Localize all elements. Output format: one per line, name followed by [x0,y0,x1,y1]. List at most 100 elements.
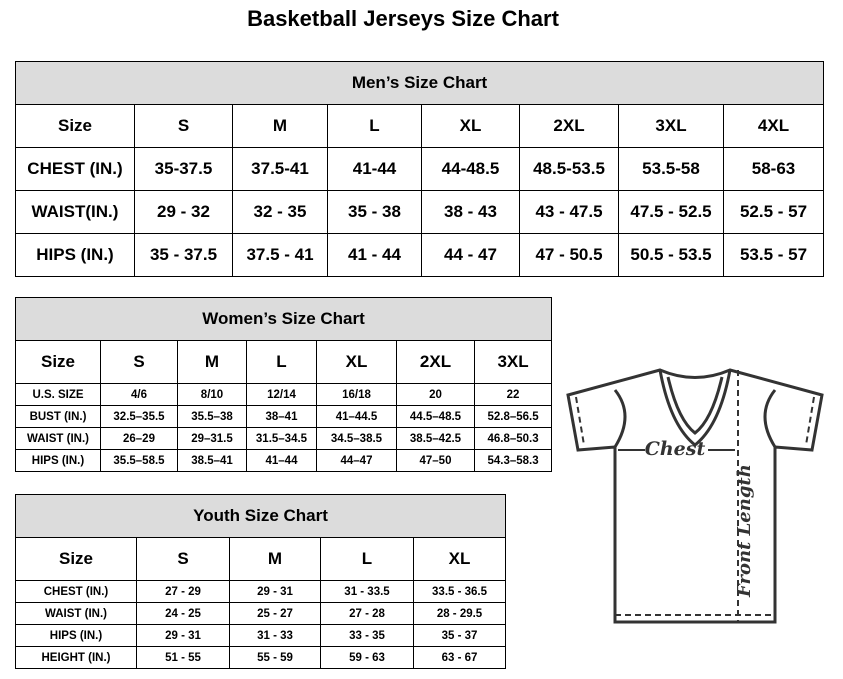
table-cell: 29–31.5 [177,427,247,450]
table-cell: 52.5 - 57 [722,190,825,234]
table-cell: 37.5-41 [232,147,328,191]
table-cell: 28 - 29.5 [412,602,507,625]
table-cell: 55 - 59 [229,646,321,669]
table-cell: 33.5 - 36.5 [412,580,507,603]
chest-label: Chest [645,438,706,460]
row-label: HEIGHT (IN.) [15,646,137,669]
table-cell: 25 - 27 [229,602,321,625]
table-cell: 48.5-53.5 [519,147,619,191]
table-cell: 31 - 33 [229,624,321,647]
header-cell: 2XL [519,104,619,148]
row-label: U.S. SIZE [15,383,101,406]
table-cell: 35 - 37 [412,624,507,647]
row-label: WAIST (IN.) [15,427,101,450]
youth-size-table: Youth Size Chart Size S M L XL CHEST (IN.) 27 -… [14,494,507,669]
table-cell: 44.5–48.5 [396,405,475,428]
table-cell: 4/6 [100,383,178,406]
table-row: WAIST(IN.) 29 - 32 32 - 35 35 - 38 38 - 43 43… [15,190,825,234]
table-cell: 35.5–58.5 [100,449,178,472]
table-row: CHEST (IN.) 35-37.5 37.5-41 41-44 44-48.5 48.… [15,147,825,191]
header-row: Size S M L XL 2XL 3XL 4XL [15,104,825,148]
header-cell: L [320,537,414,581]
table-cell: 27 - 29 [136,580,230,603]
table-cell: 51 - 55 [136,646,230,669]
header-cell: M [229,537,321,581]
table-cell: 53.5 - 57 [722,233,825,277]
front-length-label: Front Length [734,464,755,598]
t-shirt-icon: Chest Front Length [566,368,824,624]
table-cell: 16/18 [316,383,397,406]
table-cell: 52.8–56.5 [473,405,553,428]
men-table-title: Men’s Size Chart [14,61,825,105]
table-cell: 54.3–58.3 [473,449,553,472]
table-cell: 58-63 [722,147,825,191]
row-label: HIPS (IN.) [15,624,137,647]
header-cell: S [136,537,230,581]
table-cell: 22 [473,383,553,406]
header-cell: S [100,340,178,384]
header-cell: M [177,340,247,384]
row-label: CHEST (IN.) [15,580,137,603]
table-cell: 38.5–41 [177,449,247,472]
header-cell: 2XL [396,340,475,384]
table-row: U.S. SIZE 4/6 8/10 12/14 16/18 20 22 [15,383,553,406]
table-row: HIPS (IN.) 35 - 37.5 37.5 - 41 41 - 44 44 - … [15,233,825,277]
header-cell: 3XL [473,340,553,384]
table-cell: 46.8–50.3 [473,427,553,450]
table-cell: 44-48.5 [421,147,520,191]
table-cell: 35 - 38 [327,190,422,234]
table-cell: 8/10 [177,383,247,406]
table-cell: 31.5–34.5 [246,427,317,450]
table-cell: 38 - 43 [421,190,520,234]
table-row: WAIST (IN.) 26–29 29–31.5 31.5–34.5 34.5–38.… [15,427,553,450]
table-row: HEIGHT (IN.) 51 - 55 55 - 59 59 - 63 63 - 67 [15,646,507,669]
table-cell: 59 - 63 [320,646,414,669]
table-cell: 35-37.5 [134,147,233,191]
table-cell: 41 - 44 [327,233,422,277]
table-row: BUST (IN.) 32.5–35.5 35.5–38 38–41 41–44.5 44… [15,405,553,428]
table-cell: 44 - 47 [421,233,520,277]
table-cell: 41–44.5 [316,405,397,428]
row-label: WAIST(IN.) [15,190,135,234]
table-cell: 53.5-58 [618,147,724,191]
header-cell: L [327,104,422,148]
womens-size-table: Women’s Size Chart Size S M L XL 2XL 3XL U.S. SI… [14,297,553,472]
table-cell: 50.5 - 53.5 [618,233,724,277]
table-cell: 32.5–35.5 [100,405,178,428]
table-cell: 29 - 32 [134,190,233,234]
table-cell: 35.5–38 [177,405,247,428]
header-cell: Size [15,537,137,581]
women-table-title: Women’s Size Chart [14,297,553,341]
table-row: HIPS (IN.) 29 - 31 31 - 33 33 - 35 35 - 37 [15,624,507,647]
header-cell: L [246,340,317,384]
table-cell: 33 - 35 [320,624,414,647]
header-cell: 4XL [722,104,825,148]
table-cell: 34.5–38.5 [316,427,397,450]
table-cell: 37.5 - 41 [232,233,328,277]
table-cell: 63 - 67 [412,646,507,669]
table-cell: 20 [396,383,475,406]
table-cell: 43 - 47.5 [519,190,619,234]
row-label: HIPS (IN.) [15,233,135,277]
row-label: BUST (IN.) [15,405,101,428]
table-cell: 31 - 33.5 [320,580,414,603]
header-cell: XL [412,537,507,581]
table-cell: 38.5–42.5 [396,427,475,450]
page-title: Basketball Jerseys Size Chart [247,6,559,31]
table-cell: 47.5 - 52.5 [618,190,724,234]
table-row: WAIST (IN.) 24 - 25 25 - 27 27 - 28 28 - 29.… [15,602,507,625]
table-cell: 38–41 [246,405,317,428]
table-cell: 41-44 [327,147,422,191]
row-label: CHEST (IN.) [15,147,135,191]
table-cell: 12/14 [246,383,317,406]
row-label: HIPS (IN.) [15,449,101,472]
mens-size-table: Men’s Size Chart Size S M L XL 2XL 3XL 4XL CHEST … [14,61,825,277]
header-row: Size S M L XL 2XL 3XL [15,340,553,384]
header-cell: S [134,104,233,148]
header-cell: Size [15,340,101,384]
table-cell: 47–50 [396,449,475,472]
header-cell: M [232,104,328,148]
table-cell: 27 - 28 [320,602,414,625]
table-cell: 26–29 [100,427,178,450]
table-cell: 44–47 [316,449,397,472]
